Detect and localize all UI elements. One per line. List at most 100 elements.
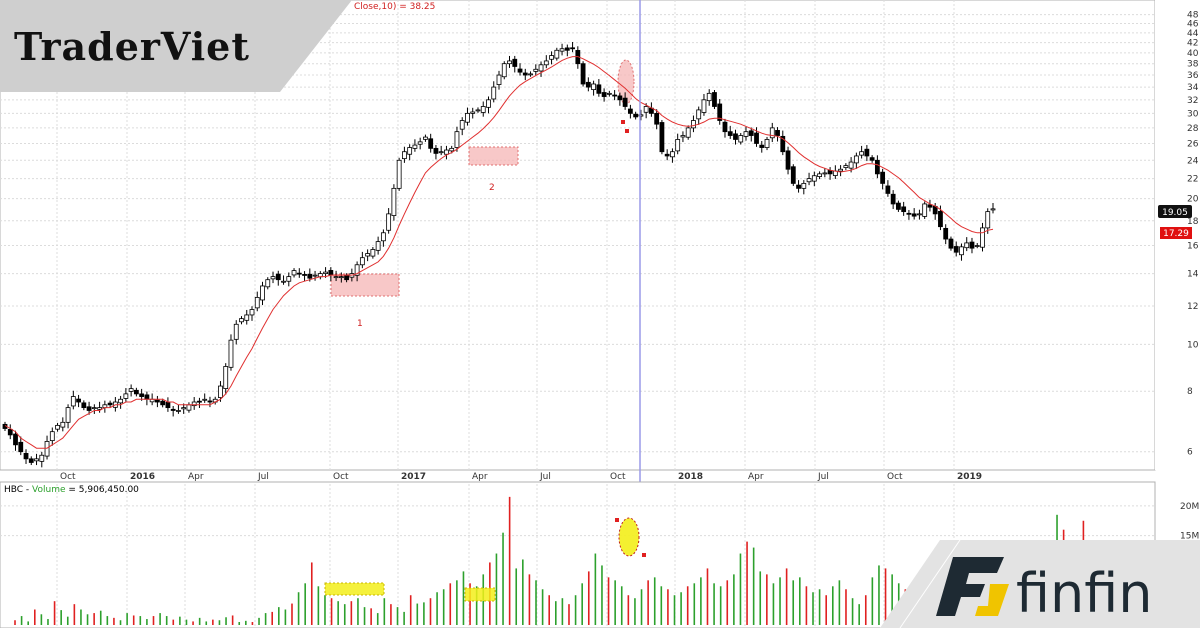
candle-body xyxy=(239,318,244,323)
candle-body xyxy=(606,92,612,95)
volume-marker xyxy=(615,518,619,522)
x-tick-label: Apr xyxy=(472,472,488,482)
candle-body xyxy=(664,153,670,157)
candle-body xyxy=(759,144,765,148)
candle-body xyxy=(943,227,949,240)
candle-body xyxy=(748,130,754,136)
candle-body xyxy=(359,257,365,266)
candle-body xyxy=(7,428,13,436)
candle-body xyxy=(70,396,76,407)
candle-body xyxy=(386,213,392,231)
candle-body xyxy=(44,441,50,457)
candle-body xyxy=(480,106,486,113)
candle-body xyxy=(23,452,29,460)
candle-body xyxy=(601,92,607,97)
candle-body xyxy=(869,157,875,161)
candle-body xyxy=(475,109,481,112)
candle-body xyxy=(86,406,92,411)
candle-body xyxy=(291,270,297,276)
candle-body xyxy=(617,95,623,101)
candle-body xyxy=(948,238,954,249)
y-tick-label: 46 xyxy=(1187,20,1199,30)
x-tick-label: Jul xyxy=(817,472,829,482)
candle-body xyxy=(533,68,539,72)
candle-body xyxy=(853,155,859,164)
candle-body xyxy=(806,178,812,183)
y-tick-label: 36 xyxy=(1187,71,1199,81)
candle-body xyxy=(170,408,176,411)
candle-body xyxy=(228,339,234,368)
candle-body xyxy=(638,114,644,117)
candle-body xyxy=(338,276,344,279)
last-price-value: 19.05 xyxy=(1162,208,1188,218)
candle-body xyxy=(722,121,728,133)
candle-body xyxy=(34,458,39,462)
candle-body xyxy=(885,185,891,194)
finfin-mark-icon xyxy=(936,557,1009,616)
candle-body xyxy=(801,183,807,189)
candle-body xyxy=(549,55,554,60)
candle-body xyxy=(848,161,854,169)
candle-body xyxy=(333,276,339,279)
candle-body xyxy=(407,147,413,155)
candle-body xyxy=(843,165,849,168)
candle-body xyxy=(13,433,18,446)
x-tick-label: Oct xyxy=(60,472,76,482)
x-tick-label: Oct xyxy=(333,472,349,482)
candle-body xyxy=(585,81,591,88)
candle-body xyxy=(917,213,922,216)
x-tick-label: Apr xyxy=(748,472,764,482)
candle-body xyxy=(380,232,386,242)
volume-axis: 15M 20M xyxy=(1180,502,1199,542)
candle-body xyxy=(811,175,817,182)
candle-body xyxy=(249,309,255,316)
x-tick-label: Jul xyxy=(539,472,551,482)
candle-body xyxy=(323,271,328,274)
moving-average-line xyxy=(4,56,994,449)
candle-body xyxy=(202,398,208,401)
candle-body xyxy=(790,166,796,184)
traderviet-logo: TraderViet xyxy=(14,24,250,69)
candle-body xyxy=(233,323,239,340)
candle-body xyxy=(859,151,865,156)
candle-body xyxy=(911,213,917,217)
candle-body xyxy=(890,193,896,205)
candle-body xyxy=(459,120,465,130)
candle-body xyxy=(507,60,512,65)
candle-body xyxy=(176,410,181,412)
candle-body xyxy=(296,272,302,275)
candle-body xyxy=(144,394,150,400)
candle-body xyxy=(60,421,66,428)
candle-body xyxy=(543,60,549,66)
candle-body xyxy=(39,454,45,462)
candle-body xyxy=(28,458,34,463)
y-tick-label: 10 xyxy=(1187,340,1199,350)
candle-body xyxy=(969,241,975,249)
candle-body xyxy=(354,264,360,276)
candle-body xyxy=(423,136,428,140)
y-tick-label: 40 xyxy=(1187,49,1199,59)
candle-body xyxy=(922,203,928,217)
x-tick-label: Jul xyxy=(257,472,269,482)
candle-body xyxy=(880,171,886,184)
candle-body xyxy=(796,184,801,189)
candle-body xyxy=(402,151,407,160)
traderviet-banner xyxy=(0,0,352,92)
y-tick-label: 32 xyxy=(1187,96,1198,106)
candle-body xyxy=(927,204,933,208)
candle-body xyxy=(896,202,901,210)
y-tick-label: 16 xyxy=(1187,242,1199,252)
candle-body xyxy=(780,135,786,153)
y-tick-label: 28 xyxy=(1187,124,1199,134)
candle-body xyxy=(685,127,691,138)
candle-body xyxy=(554,49,560,59)
candle-body xyxy=(186,404,192,411)
candle-body xyxy=(580,63,586,85)
y-tick-label: 44 xyxy=(1187,29,1199,39)
candle-body xyxy=(738,135,744,143)
x-tick-label: Oct xyxy=(610,472,626,482)
y-tick-label: 38 xyxy=(1187,60,1199,70)
candle-body xyxy=(817,173,822,177)
candle-body xyxy=(302,274,307,276)
candle-body xyxy=(165,401,171,409)
